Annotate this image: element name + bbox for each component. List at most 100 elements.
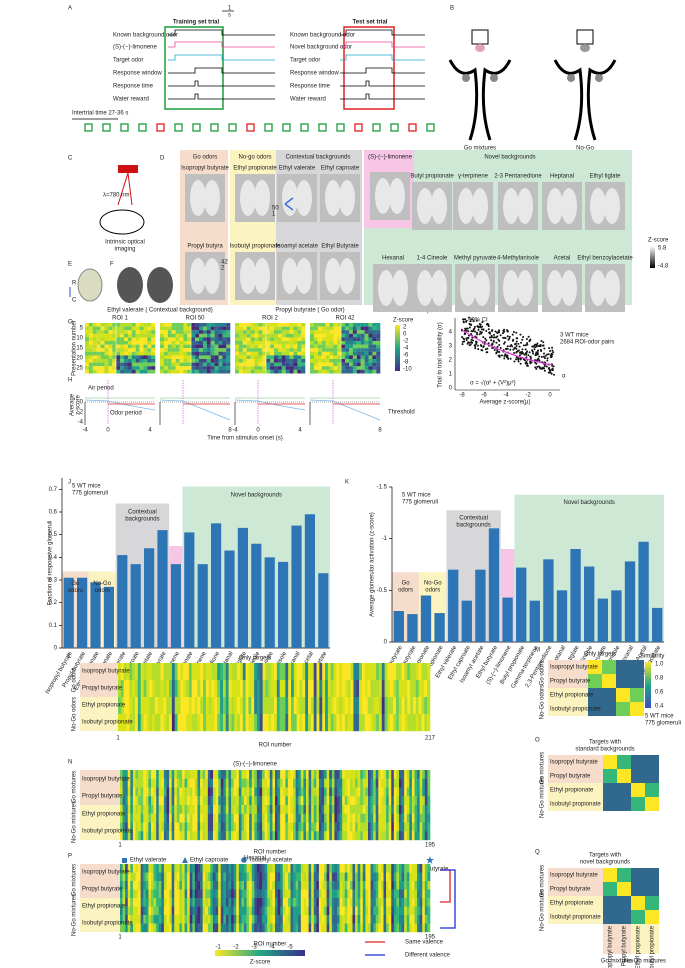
- heatmap-cell: [410, 663, 414, 681]
- label: 1: [118, 843, 122, 849]
- heatmap-cell: [211, 697, 215, 715]
- heatmap-cell: [342, 805, 346, 814]
- scatter-point: [470, 333, 473, 336]
- heatmap-cell: [272, 872, 276, 882]
- heatmap-cell: [246, 813, 250, 823]
- heatmap-cell: [163, 333, 168, 338]
- label: 8: [378, 428, 382, 434]
- brain: [503, 188, 519, 224]
- heatmap-cell: [388, 889, 392, 899]
- heatmap-cell: [356, 714, 360, 732]
- heatmap-cell: [149, 714, 153, 732]
- heatmap-cell: [396, 915, 400, 924]
- heatmap-cell: [222, 359, 227, 363]
- heatmap-cell: [334, 822, 338, 832]
- heatmap-cell: [218, 348, 223, 352]
- heatmap-cell: [189, 889, 193, 899]
- heatmap-cell: [225, 796, 229, 806]
- heatmap-cell: [215, 796, 219, 806]
- heatmap-cell: [174, 831, 178, 841]
- heatmap-cell: [194, 796, 198, 806]
- brain: [417, 188, 433, 224]
- scatter-point: [529, 356, 532, 359]
- heatmap-cell: [373, 796, 377, 806]
- heatmap-cell: [368, 348, 373, 352]
- heatmap-cell: [100, 351, 105, 356]
- heatmap-cell: [171, 770, 175, 779]
- heatmap-cell: [399, 796, 402, 806]
- scatter-point: [487, 323, 490, 326]
- heatmap-cell: [187, 355, 192, 360]
- heatmap-cell: [342, 787, 346, 797]
- heatmap-cell: [225, 898, 229, 907]
- heatmap-cell: [407, 714, 411, 732]
- panel-letter: M: [535, 648, 540, 654]
- heatmap-cell: [365, 889, 369, 899]
- heatmap-cell: [215, 872, 219, 882]
- heatmap-cell: [293, 778, 296, 788]
- heatmap-cell: [161, 822, 165, 832]
- label: Go mixtures: [601, 959, 633, 965]
- heatmap-cell: [143, 351, 148, 356]
- scatter-point: [535, 345, 538, 348]
- heatmap-cell: [281, 326, 286, 331]
- heatmap-cell: [266, 366, 271, 370]
- heatmap-cell: [422, 889, 426, 899]
- heatmap-cell: [262, 663, 266, 681]
- brain: [296, 180, 312, 216]
- heatmap-cell: [120, 366, 125, 370]
- heatmap-cell: [135, 796, 139, 806]
- heatmap-cell: [267, 923, 271, 933]
- heatmap-cell: [246, 906, 250, 916]
- heatmap-cell: [138, 915, 141, 924]
- heatmap-cell: [242, 323, 247, 327]
- scatter-point: [550, 352, 553, 355]
- heatmap-cell: [157, 663, 161, 681]
- heatmap-cell: [116, 348, 121, 352]
- heatmap-cell: [331, 770, 335, 779]
- heatmap-cell: [324, 923, 327, 933]
- heatmap-cell: [225, 831, 229, 841]
- heatmap-cell: [342, 864, 346, 873]
- heatmap-cell: [200, 864, 203, 873]
- heatmap-cell: [149, 663, 153, 681]
- heatmap-cell: [148, 906, 152, 916]
- heatmap-cell: [399, 881, 402, 890]
- heatmap-cell: [313, 831, 317, 841]
- heatmap-cell: [258, 341, 263, 345]
- heatmap-cell: [285, 889, 289, 899]
- heatmap-cell: [275, 796, 278, 806]
- label: ROI 2: [262, 316, 278, 322]
- heatmap-cell: [225, 663, 229, 681]
- heatmap-cell: [197, 831, 201, 841]
- heatmap-cell: [200, 881, 203, 890]
- heatmap-cell: [143, 915, 147, 924]
- heatmap-cell: [151, 872, 154, 882]
- label: 2: [403, 325, 407, 331]
- heatmap-cell: [143, 864, 147, 873]
- heatmap-cell: [331, 805, 335, 814]
- label: Isopropyl butyrate: [550, 665, 598, 671]
- heatmap-cell: [375, 796, 379, 806]
- label: -4: [503, 393, 509, 399]
- heatmap-cell: [251, 864, 255, 873]
- heatmap-cell: [210, 864, 214, 873]
- heatmap-cell: [355, 822, 358, 832]
- heatmap-cell: [308, 864, 312, 873]
- heatmap-cell: [215, 805, 219, 814]
- heatmap-cell: [282, 872, 286, 882]
- heatmap-cell: [218, 359, 223, 363]
- heatmap-cell: [303, 872, 307, 882]
- heatmap-cell: [233, 787, 237, 797]
- heatmap-cell: [237, 697, 241, 715]
- heatmap-cell: [266, 348, 271, 352]
- heatmap-cell: [399, 822, 402, 832]
- heatmap-cell: [202, 915, 206, 924]
- heatmap-cell: [339, 923, 343, 933]
- y-tick-label: 0: [54, 646, 58, 652]
- heatmap-cell: [341, 359, 346, 363]
- heatmap-cell: [254, 787, 258, 797]
- heatmap-cell: [360, 770, 364, 779]
- heatmap-cell: [158, 915, 162, 924]
- heatmap-cell: [422, 881, 426, 890]
